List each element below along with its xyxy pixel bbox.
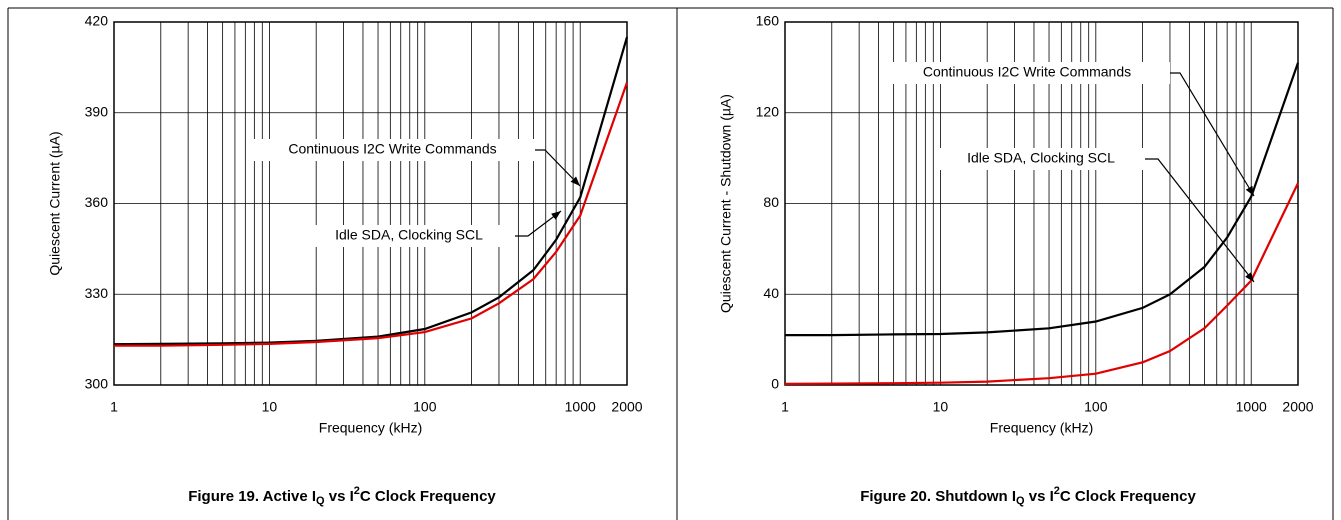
x-tick-label: 2000 [611,399,642,415]
caption-part: vs I [325,488,354,505]
legend-label: Idle SDA, Clocking SCL [967,150,1115,166]
y-tick-label: 390 [85,103,109,119]
annotation-leader [535,149,581,187]
annotation-box [884,62,1170,84]
caption-part: vs I [1025,488,1054,505]
annotation-leader [515,210,562,237]
y-tick-label: 300 [85,376,109,392]
caption-part: C Clock Frequency [1060,488,1197,505]
plot-frame [784,21,1299,386]
caption-part: Figure 19. Active I [188,488,316,505]
y-tick-label: 330 [85,285,109,301]
y-tick-label: 360 [85,194,109,210]
caption-part: Q [1016,495,1025,507]
y-tick-label: 120 [756,103,780,119]
y-tick-label: 40 [763,285,779,301]
x-axis-label: Frequency (kHz) [319,420,422,436]
x-tick-label: 1000 [565,399,596,415]
y-tick-label: 80 [763,194,779,210]
x-tick-label: 2000 [1282,399,1313,415]
x-tick-label: 1 [110,399,118,415]
plot-frame [113,21,628,386]
x-tick-label: 100 [1084,399,1108,415]
y-tick-label: 0 [771,376,779,392]
x-tick-label: 1000 [1236,399,1267,415]
figure-caption: Figure 19. Active IQ vs I2C Clock Freque… [188,485,496,507]
caption-part: Figure 20. Shutdown I [860,488,1016,505]
x-tick-label: 1 [781,399,789,415]
series-line [113,36,629,346]
caption-part: 2 [354,485,360,497]
legend-label: Idle SDA, Clocking SCL [335,227,483,243]
annotation-box [250,139,535,161]
x-tick-label: 100 [413,399,437,415]
y-axis-label: Quiescent Current (µA) [47,131,63,275]
legend-label: Continuous I2C Write Commands [923,64,1131,80]
figure-caption: Figure 20. Shutdown IQ vs I2C Clock Freq… [860,485,1196,507]
annotation-leader [1145,158,1255,283]
series-line [784,182,1299,385]
series-line [785,62,1300,337]
panel-frame [7,7,1334,520]
caption-part: Q [316,495,325,507]
caption-part: 2 [1054,485,1060,497]
annotation-box [303,225,515,247]
legend-label: Continuous I2C Write Commands [288,141,496,157]
y-axis-label: Quiescent Current - Shutdown (µA) [718,94,734,313]
x-tick-label: 10 [262,399,278,415]
y-tick-label: 160 [756,13,780,29]
caption-part: C Clock Frequency [360,488,497,505]
y-tick-label: 420 [85,13,109,29]
x-tick-label: 10 [933,399,949,415]
annotation-box [937,148,1145,170]
annotation-leader [1170,72,1255,197]
x-axis-label: Frequency (kHz) [990,420,1093,436]
series-line [114,82,629,347]
